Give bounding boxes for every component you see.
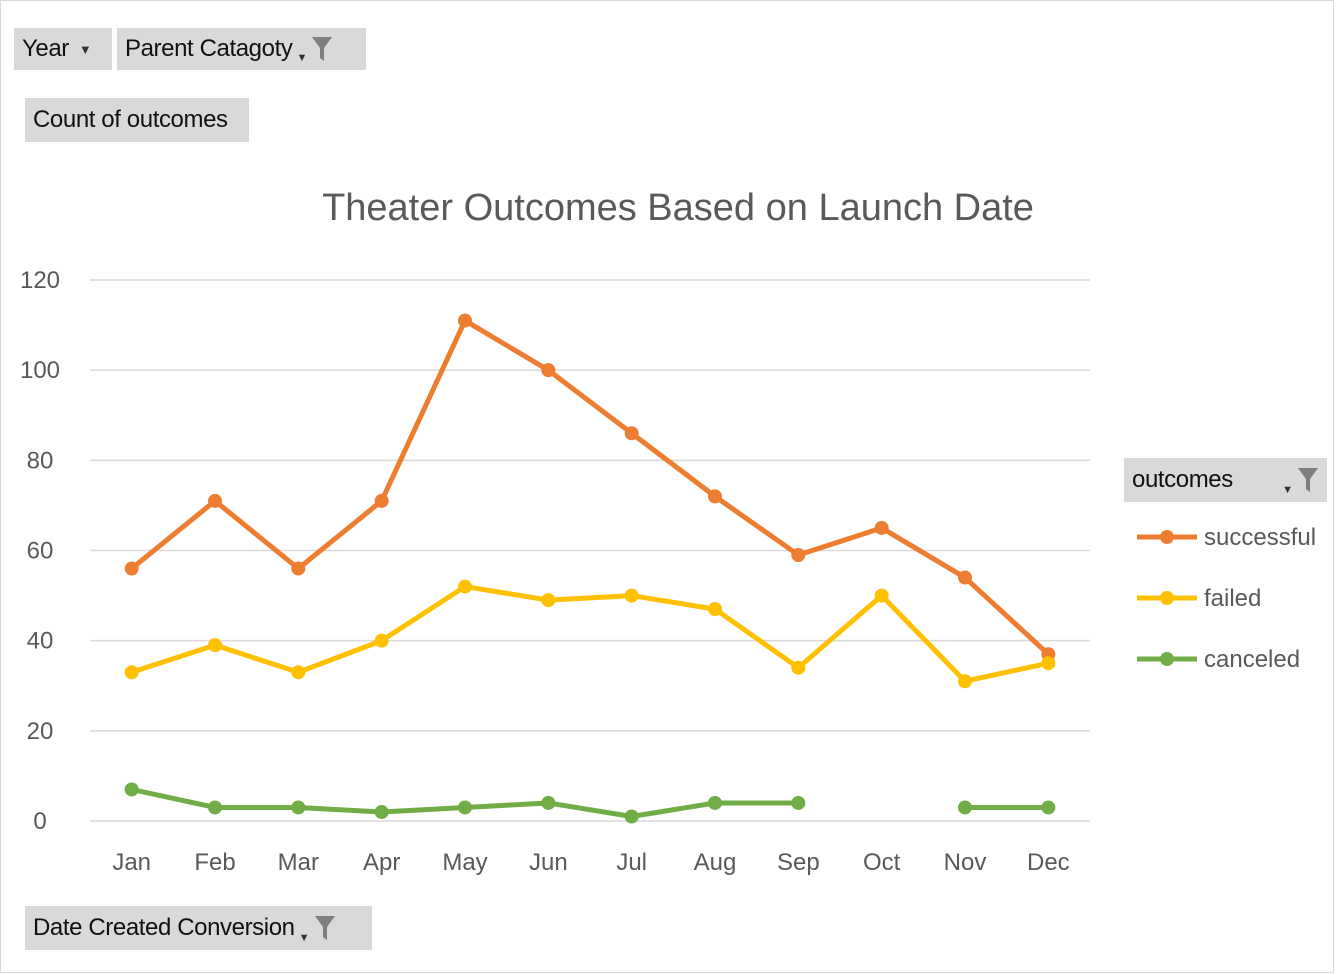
data-point-canceled: [291, 800, 306, 815]
data-point-failed: [374, 633, 389, 648]
legend-field-label: outcomes: [1132, 466, 1233, 493]
legend-swatch-marker: [1160, 591, 1174, 605]
data-point-successful: [374, 493, 389, 508]
series-failed: [124, 579, 1056, 689]
series-successful: [124, 313, 1056, 662]
data-point-failed: [208, 638, 222, 653]
y-tick-label: 20: [27, 718, 54, 745]
data-point-failed: [458, 579, 472, 594]
legend-label: canceled: [1204, 646, 1300, 673]
data-point-failed: [624, 588, 639, 603]
y-axis-tick-labels: 0 20 40 60 80 100 120: [20, 267, 60, 835]
series-lines: [124, 313, 1056, 824]
data-point-successful: [458, 313, 472, 328]
data-point-successful: [874, 520, 889, 535]
x-tick-label: Mar: [278, 849, 319, 876]
series-line-failed: [129, 584, 1051, 684]
filter-icon: [314, 914, 336, 942]
x-tick-label: Apr: [363, 849, 400, 876]
parent-category-filter-label: Parent Catagoty: [125, 35, 293, 62]
x-tick-label: Jun: [529, 849, 568, 876]
data-point-canceled: [374, 804, 389, 819]
data-point-canceled: [791, 795, 806, 810]
series-canceled: [124, 782, 1056, 824]
data-point-failed: [958, 674, 972, 689]
y-tick-label: 120: [20, 267, 60, 294]
data-point-failed: [708, 602, 722, 617]
axis-field-label: Date Created Conversion: [33, 914, 295, 941]
data-point-successful: [124, 561, 139, 576]
filter-icon: [1297, 466, 1319, 494]
legend-field-button[interactable]: outcomes ▼: [1124, 458, 1327, 502]
data-point-canceled: [541, 795, 556, 810]
x-tick-label: Aug: [694, 849, 737, 876]
data-point-failed: [541, 593, 556, 608]
data-point-failed: [791, 660, 806, 675]
chevron-down-icon: ▼: [298, 932, 310, 944]
data-point-successful: [208, 493, 222, 508]
legend-item-failed: failed: [1137, 585, 1261, 612]
legend-item-successful: successful: [1137, 524, 1316, 551]
x-tick-label: Feb: [194, 849, 235, 876]
data-point-failed: [1041, 656, 1056, 671]
series-line-successful: [129, 318, 1051, 657]
legend: successful failed canceled: [1137, 524, 1316, 673]
x-tick-label: Jul: [616, 849, 647, 876]
axis-field-button[interactable]: Date Created Conversion ▼: [25, 906, 372, 950]
data-point-successful: [624, 426, 639, 441]
parent-category-filter-button[interactable]: Parent Catagoty ▼: [117, 28, 366, 70]
year-filter-button[interactable]: Year ▼: [14, 28, 112, 70]
chevron-down-icon: ▼: [78, 41, 92, 57]
legend-label: successful: [1204, 524, 1316, 551]
filter-icon: [311, 35, 333, 63]
legend-swatch-marker: [1160, 530, 1174, 544]
x-tick-label: Dec: [1027, 849, 1070, 876]
legend-label: failed: [1204, 585, 1261, 612]
y-tick-label: 60: [27, 538, 54, 565]
chevron-down-icon: ▼: [1282, 484, 1293, 496]
legend-swatch-marker: [1160, 652, 1174, 666]
data-point-canceled: [1041, 800, 1056, 815]
y-tick-label: 100: [20, 357, 60, 384]
data-point-canceled: [624, 809, 639, 824]
data-point-successful: [291, 561, 306, 576]
data-point-failed: [291, 665, 306, 680]
y-tick-label: 40: [27, 628, 54, 655]
x-axis-tick-labels: Jan Feb Mar Apr May Jun Jul Aug Sep Oct Nov Dec: [112, 849, 1069, 876]
legend-item-canceled: canceled: [1137, 646, 1300, 673]
x-tick-label: Oct: [863, 849, 901, 876]
data-point-successful: [958, 570, 972, 585]
data-point-canceled: [708, 795, 722, 810]
x-tick-label: Sep: [777, 849, 820, 876]
data-point-failed: [874, 588, 889, 603]
x-tick-label: Nov: [944, 849, 987, 876]
y-tick-label: 0: [33, 808, 46, 835]
data-point-successful: [541, 363, 556, 378]
data-point-canceled: [458, 800, 472, 815]
data-point-canceled: [958, 800, 972, 815]
data-point-failed: [124, 665, 139, 680]
x-tick-label: Jan: [112, 849, 151, 876]
value-field-button[interactable]: Count of outcomes: [25, 98, 249, 142]
data-point-canceled: [208, 800, 222, 815]
y-tick-label: 80: [27, 447, 54, 474]
value-field-label: Count of outcomes: [33, 106, 228, 133]
chart-title: Theater Outcomes Based on Launch Date: [322, 187, 1034, 229]
x-tick-label: May: [442, 849, 487, 876]
data-point-canceled: [124, 782, 139, 797]
year-filter-label: Year: [22, 35, 69, 62]
gridlines: [90, 279, 1090, 822]
chevron-down-icon: ▼: [296, 52, 308, 64]
data-point-successful: [708, 489, 722, 504]
data-point-successful: [791, 548, 806, 563]
